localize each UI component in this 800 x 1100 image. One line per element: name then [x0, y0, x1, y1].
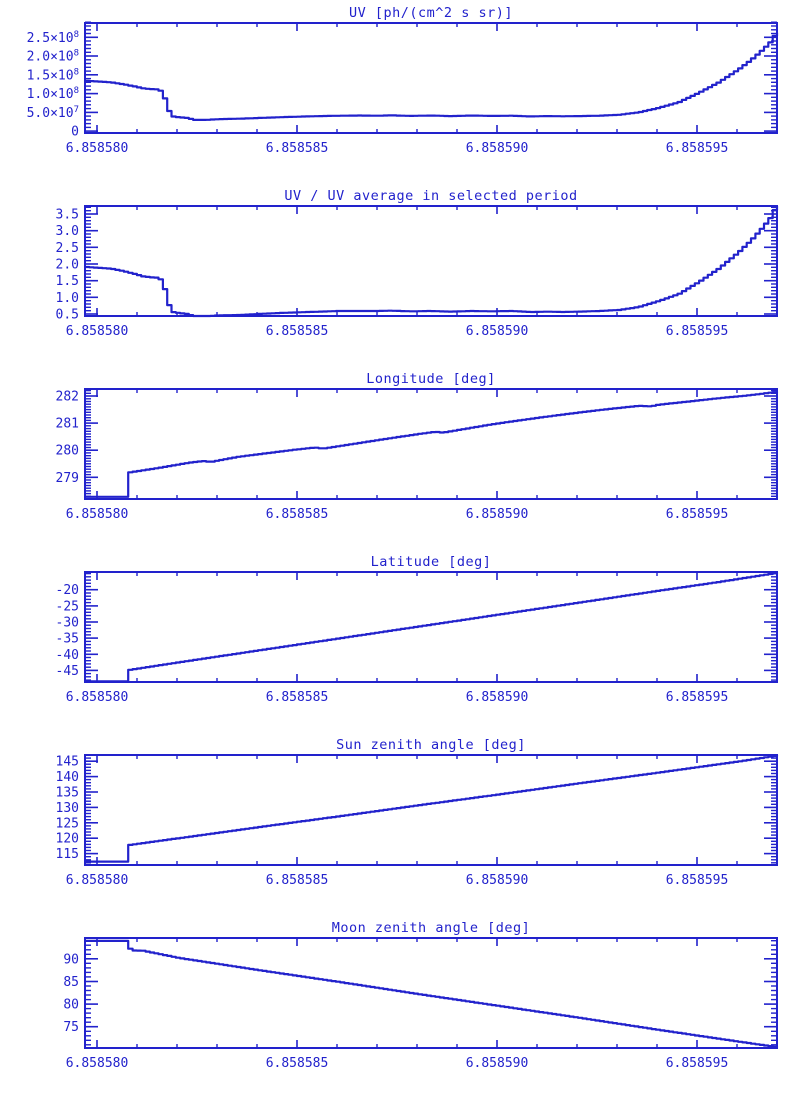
x-tick-label: 6.858595 [666, 507, 729, 522]
chart-longitude: Longitude [deg] 6.858580 6.858585 6.858590… [0, 366, 800, 549]
sun-zenith-plot-area: 6.858580 6.858585 6.858590 6.858595 11512012… [56, 754, 779, 888]
y-tick-label: 1.5×108 [27, 67, 79, 83]
y-tick-label: 120 [56, 832, 79, 847]
y-tick-label: 2.0×108 [27, 49, 79, 65]
chart-moon-zenith: Moon zenith angle [deg] 6.858580 6.858585… [0, 915, 800, 1098]
x-tick-label: 6.858580 [66, 690, 129, 705]
x-tick-label: 6.858595 [666, 690, 729, 705]
x-tick-label: 6.858585 [266, 507, 329, 522]
y-tick-label: 5.0×107 [27, 105, 79, 121]
data-line [85, 391, 779, 498]
y-tick-label: 1.5 [56, 274, 79, 289]
y-tick-label: 1.0 [56, 291, 79, 306]
y-tick-label: 0 [71, 125, 79, 140]
chart-title: Longitude [deg] [366, 371, 495, 387]
plot-frame [84, 571, 778, 683]
x-tick-label: 6.858580 [66, 1056, 129, 1071]
x-tick-label: 6.858585 [266, 690, 329, 705]
x-tick-label: 6.858580 [66, 141, 129, 156]
y-tick-label: 3.0 [56, 224, 79, 239]
chart-latitude: Latitude [deg] 6.858580 6.858585 6.858590 6… [0, 549, 800, 732]
x-tick-label: 6.858590 [466, 873, 529, 888]
y-tick-label: 2.5 [56, 241, 79, 256]
uv-ratio-plot-area: 6.858580 6.858585 6.858590 6.858595 0.5 1.0 1.… [56, 205, 779, 339]
x-tick-label: 6.858590 [466, 690, 529, 705]
chart-title: UV [ph/(cm^2 s sr)] [349, 5, 513, 21]
x-tick-label: 6.858590 [466, 141, 529, 156]
chart-title: Moon zenith angle [deg] [332, 920, 530, 936]
chart-sun-zenith: Sun zenith angle [deg] 6.858580 6.858585 6… [0, 732, 800, 915]
sun-zenith-plot: Sun zenith angle [deg] 6.858580 6.858585 6… [56, 737, 779, 888]
data-line [85, 32, 779, 121]
y-tick-label: 281 [56, 417, 79, 432]
y-tick-label: 282 [56, 390, 79, 405]
moon-zenith-plot: Moon zenith angle [deg] 6.858580 6.858585… [63, 920, 779, 1071]
x-tick-label: 6.858590 [466, 324, 529, 339]
x-tick-label: 6.858585 [266, 141, 329, 156]
y-tick-label: 140 [56, 770, 79, 785]
x-tick-label: 6.858595 [666, 141, 729, 156]
data-line [85, 939, 779, 1048]
y-tick-label: 3.5 [56, 208, 79, 223]
y-tick-label: 279 [56, 471, 79, 486]
moon-zenith-plot-area: 6.858580 6.858585 6.858590 6.858595 75 80 85 90 [63, 937, 779, 1071]
x-tick-label: 6.858585 [266, 1056, 329, 1071]
chart-uv-ratio: UV / UV average in selected period 6.858… [0, 183, 800, 366]
chart-title: Sun zenith angle [deg] [336, 737, 526, 753]
y-tick-label: 2.0 [56, 258, 79, 273]
x-tick-label: 6.858580 [66, 873, 129, 888]
uv-ratio-plot: UV / UV average in selected period 6.858… [56, 188, 779, 339]
y-tick-label: -30 [56, 616, 79, 631]
y-tick-label: 115 [56, 847, 79, 862]
y-tick-label: -20 [56, 583, 79, 598]
y-tick-label: 2.5×108 [27, 30, 79, 46]
y-tick-label: 280 [56, 444, 79, 459]
latitude-plot: Latitude [deg] 6.858580 6.858585 6.858590 6… [56, 554, 779, 705]
x-tick-label: 6.858595 [666, 1056, 729, 1071]
x-tick-label: 6.858595 [666, 324, 729, 339]
y-tick-label: 90 [63, 952, 79, 967]
y-tick-label: -25 [56, 599, 79, 614]
data-line [85, 206, 779, 318]
chart-title: Latitude [deg] [371, 554, 492, 570]
latitude-plot-area: 6.858580 6.858585 6.858590 6.858595-45-40-3… [56, 571, 779, 705]
plot-frame [84, 388, 778, 500]
x-tick-label: 6.858590 [466, 507, 529, 522]
y-tick-label: 130 [56, 801, 79, 816]
x-tick-label: 6.858595 [666, 873, 729, 888]
x-tick-label: 6.858590 [466, 1056, 529, 1071]
uv-plot-area: 6.858580 6.858585 6.858590 6.858595 0 5.0×107… [27, 21, 779, 156]
x-tick-label: 6.858580 [66, 507, 129, 522]
y-tick-label: -40 [56, 648, 79, 663]
x-tick-label: 6.858585 [266, 324, 329, 339]
y-tick-label: 0.5 [56, 308, 79, 323]
chart-title: UV / UV average in selected period [284, 188, 577, 204]
uv-plot: UV [ph/(cm^2 s sr)] 6.858580 6.858585 6.85… [27, 5, 779, 156]
longitude-plot-area: 6.858580 6.858585 6.858590 6.858595 279 280 28… [56, 388, 779, 522]
y-tick-label: 80 [63, 998, 79, 1013]
longitude-plot: Longitude [deg] 6.858580 6.858585 6.858590… [56, 371, 779, 522]
y-tick-label: -35 [56, 632, 79, 647]
y-tick-label: 75 [63, 1020, 79, 1035]
data-line [85, 754, 779, 863]
plot-frame [84, 937, 778, 1049]
y-tick-label: -45 [56, 664, 79, 679]
y-tick-label: 1.0×108 [27, 86, 79, 102]
chart-uv: UV [ph/(cm^2 s sr)] 6.858580 6.858585 6.85… [0, 0, 800, 183]
y-tick-label: 145 [56, 755, 79, 770]
y-tick-label: 125 [56, 816, 79, 831]
x-tick-label: 6.858585 [266, 873, 329, 888]
y-tick-label: 135 [56, 786, 79, 801]
plot-frame [84, 205, 778, 317]
x-tick-label: 6.858580 [66, 324, 129, 339]
y-tick-label: 85 [63, 975, 79, 990]
data-line [85, 572, 779, 683]
